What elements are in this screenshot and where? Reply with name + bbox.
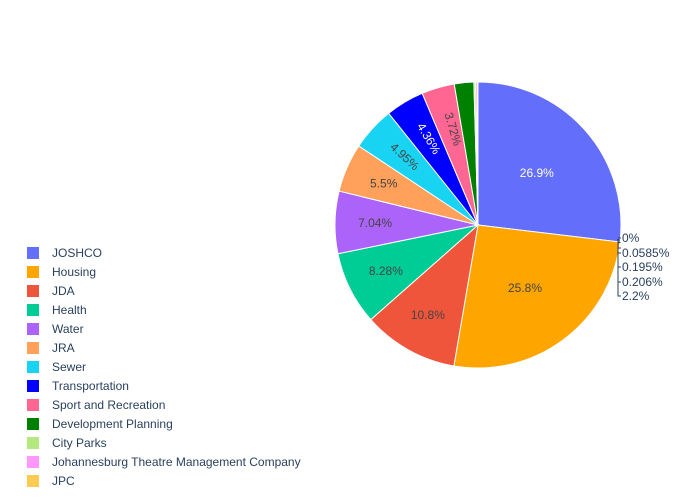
legend-label-jra: JRA [52,341,75,355]
legend-swatch-development-planning [27,418,39,430]
legend-item-housing[interactable]: Housing [27,265,96,279]
slice-jpc[interactable] [476,81,479,226]
legend-swatch-sewer [27,361,39,373]
legend-item-health[interactable]: Health [27,303,87,317]
legend-swatch-city-parks [27,437,39,449]
legend-label-sewer: Sewer [52,360,86,374]
slice-label-housing: 25.8% [508,281,542,295]
slice-label-joshco: 26.9% [520,166,554,180]
legend-swatch-sport-and-recreation [27,399,39,411]
legend-item-sewer[interactable]: Sewer [27,360,86,374]
slice-jda[interactable] [370,223,479,367]
legend-swatch-jda [27,285,39,297]
legend-swatch-housing [27,266,39,278]
pie-outside-labels: 0%0.0585%0.195%0.206%2.2% [617,231,670,303]
legend-swatch-johannesburg-theatre-management-company [27,456,39,468]
outside-label-johannesburg-theatre-management-company: 0.195% [622,260,663,274]
slice-label-jda: 10.8% [411,308,445,322]
legend-label-development-planning: Development Planning [52,417,173,431]
legend-item-sport-and-recreation[interactable]: Sport and Recreation [27,398,165,412]
legend-item-water[interactable]: Water [27,322,84,336]
legend-item-jra[interactable]: JRA [27,341,75,355]
legend-item-johannesburg-theatre-management-company[interactable]: Johannesburg Theatre Management Company [27,455,301,469]
legend-item-development-planning[interactable]: Development Planning [27,417,173,431]
slice-housing[interactable] [453,224,621,369]
slice-label-water: 7.04% [358,216,392,230]
legend-label-housing: Housing [52,265,96,279]
legend-label-health: Health [52,303,87,317]
slice-label-health: 8.28% [369,264,403,278]
slice-label-jra: 5.5% [370,177,398,191]
legend-item-transportation[interactable]: Transportation [27,379,129,393]
legend-label-transportation: Transportation [52,379,129,393]
legend-label-jpc: JPC [52,474,75,488]
legend-label-johannesburg-theatre-management-company: Johannesburg Theatre Management Company [52,455,301,469]
legend-item-city-parks[interactable]: City Parks [27,436,107,450]
legend-item-joshco[interactable]: JOSHCO [27,246,102,260]
legend-swatch-joshco [27,247,39,259]
legend-swatch-jpc [27,475,39,487]
legend-swatch-transportation [27,380,39,392]
legend-item-jda[interactable]: JDA [27,284,75,298]
legend-label-joshco: JOSHCO [52,246,102,260]
legend-swatch-water [27,323,39,335]
legend-label-city-parks: City Parks [52,436,107,450]
legend-swatch-jra [27,342,39,354]
legend-label-sport-and-recreation: Sport and Recreation [52,398,165,412]
legend-label-water: Water [52,322,84,336]
slice-joshco[interactable] [477,81,622,243]
outside-label-jpc: 0.0585% [622,246,670,260]
leader-line-development-planning [617,247,621,297]
outside-label-city-parks: 0.206% [622,275,663,289]
outside-label-development-planning: 2.2% [622,289,650,303]
pie-slices [334,81,622,369]
legend-item-jpc[interactable]: JPC [27,474,75,488]
legend: JOSHCO Housing JDA Health Water JRA Sewer Trans… [27,246,301,488]
outside-label-zero: 0% [622,231,640,245]
legend-label-jda: JDA [52,284,75,298]
legend-swatch-health [27,304,39,316]
